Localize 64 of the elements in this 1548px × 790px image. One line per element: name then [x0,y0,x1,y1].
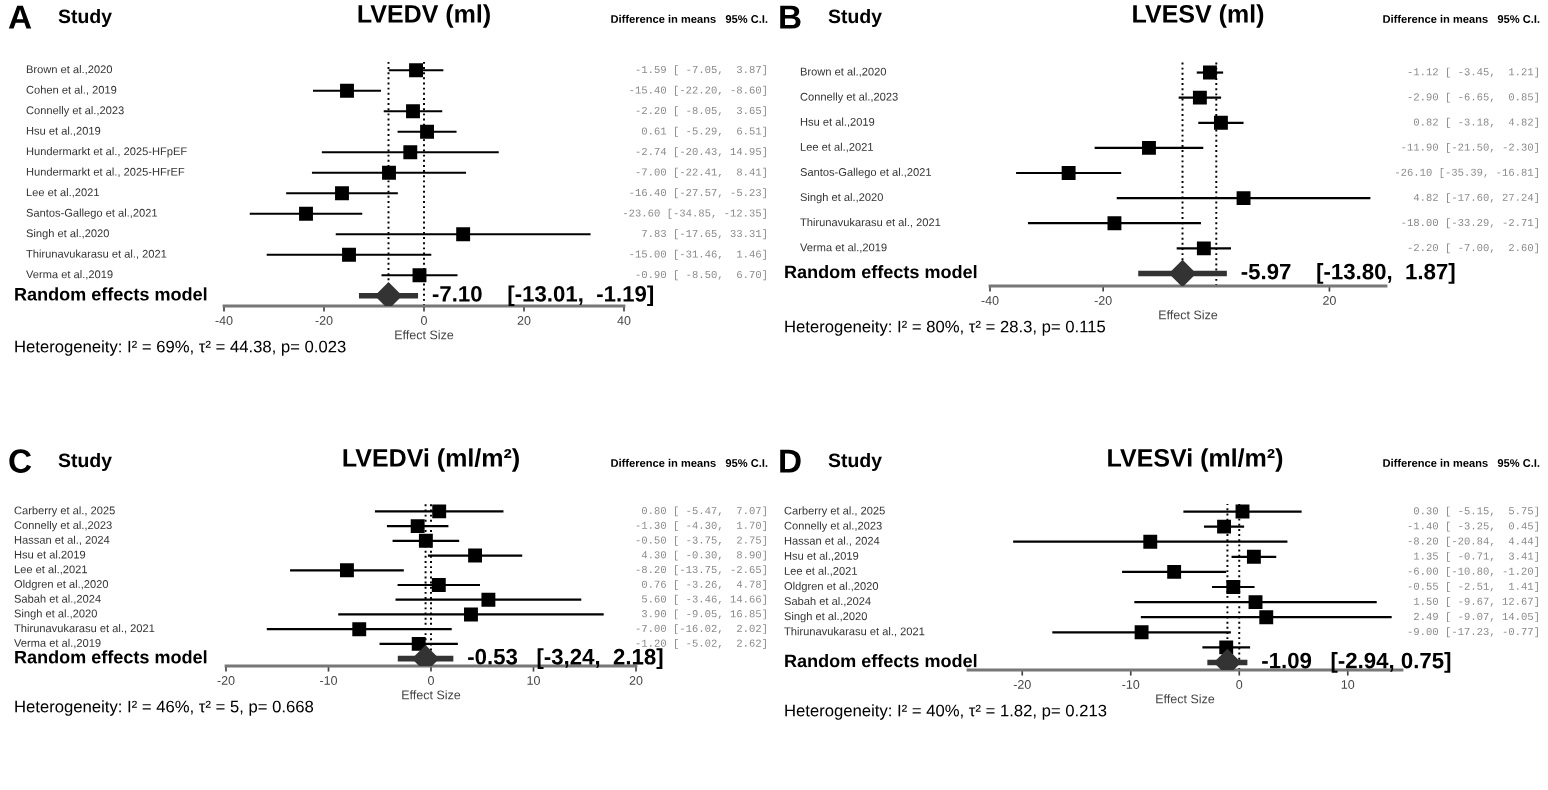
point [1217,519,1232,534]
point [1143,534,1158,549]
text: Study [828,452,882,472]
data-label: -7.10 [-13.01, -1.19] [432,285,654,307]
point [409,63,423,78]
point [1226,580,1241,594]
point [1235,504,1250,519]
text: A [8,5,32,29]
point [382,165,396,180]
point [464,607,478,622]
point [1107,216,1122,231]
point [352,622,367,637]
point [1248,595,1263,610]
text: Study [58,8,112,28]
point [335,186,349,201]
text: Study [828,8,882,28]
chart-title: LVESVi (ml/m²) [1108,448,1283,472]
point [468,548,483,563]
point [340,83,354,98]
text: D [780,449,801,473]
data-label: -0.53 [-3,24, 2.18] [468,648,663,669]
point [1246,549,1261,564]
point [1192,90,1207,105]
text: Random effects model [785,265,977,279]
point [420,124,434,139]
point [1236,191,1251,206]
point [432,504,447,519]
point [1134,625,1149,640]
point [418,533,433,548]
text: B [780,5,801,29]
point [299,206,313,221]
point [375,282,402,306]
point [1061,166,1076,180]
chart-title: LVEDV (ml) [358,4,490,28]
text: Heterogeneity: I² = 80%, τ² = 28.3, p= 0.115 [785,320,1106,336]
data-label: -1.09 [-2.94, 0.75] [1262,652,1451,673]
text: Heterogeneity: I² = 40%, τ² = 1.82, p= 0.213 [785,704,1107,720]
point [1169,260,1196,286]
point [342,247,356,262]
text: Study [58,452,112,472]
text: Random effects model [15,650,207,664]
point [1142,140,1156,155]
point [403,145,418,160]
point [410,519,425,534]
chart-title: LVESV (ml) [1133,4,1264,28]
point [431,578,446,592]
point [1259,610,1274,625]
point [406,104,420,119]
text: Heterogeneity: I² = 69%, τ² = 44.38, p= 0.023 [15,340,346,356]
point [481,592,496,607]
point [1213,115,1228,130]
point [412,268,427,283]
point [1167,564,1182,579]
point [456,227,471,242]
text: Heterogeneity: I² = 46%, τ² = 5, p= 0.668 [15,700,314,716]
text: C [9,449,32,473]
data-label: -5.97 [-13.80, 1.87] [1241,263,1455,284]
point [411,636,426,651]
text: Random effects model [15,287,207,301]
point [1203,65,1217,80]
annotation: Random effects model [785,654,977,668]
chart-title: LVEDVi (ml/m²) [343,448,519,472]
point [1196,241,1211,256]
point [340,563,354,578]
